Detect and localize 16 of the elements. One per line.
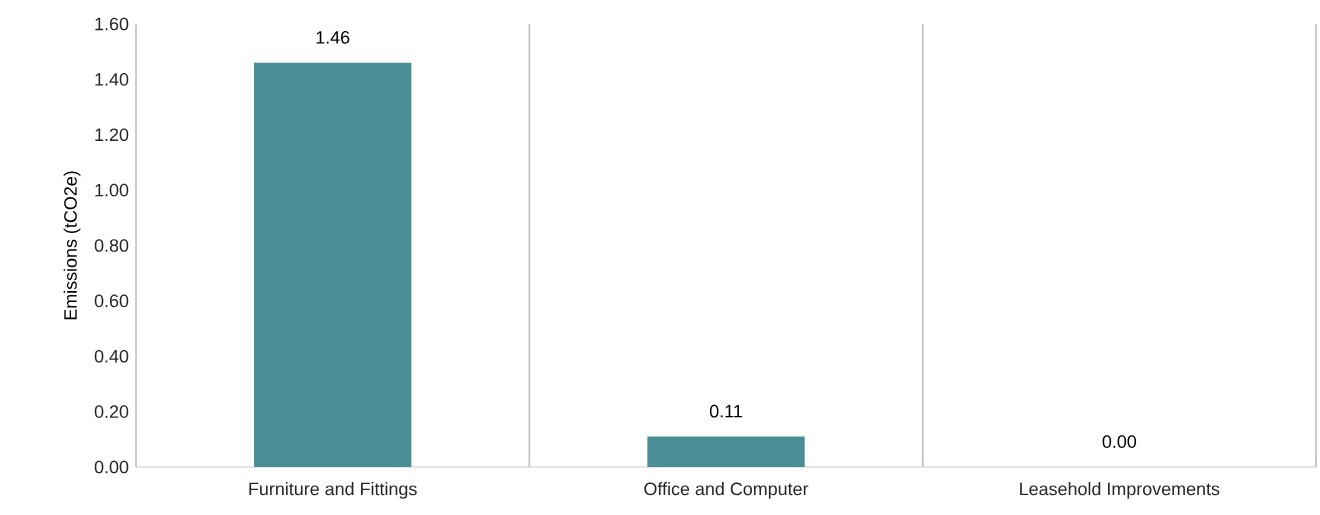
y-tick-label: 1.60 xyxy=(95,17,129,31)
y-tick-label: 0.00 xyxy=(94,460,129,474)
y-tick-label: 1.00 xyxy=(95,183,129,197)
y-tick-label: 0.60 xyxy=(94,294,129,308)
y-tick-label: 0.40 xyxy=(94,349,129,363)
y-tick-label: 1.20 xyxy=(95,128,129,142)
y-tick-label: 0.80 xyxy=(94,239,129,252)
y-tick-label: 0.20 xyxy=(94,405,129,418)
data-label: 0.11 xyxy=(709,404,742,418)
x-tick-label: Office and Computer xyxy=(644,482,809,499)
x-tick-label: Furniture and Fittings xyxy=(249,482,417,499)
y-tick-label: 1.40 xyxy=(95,73,129,86)
x-tick-label: Leasehold Improvements xyxy=(1020,482,1220,499)
data-label: 1.46 xyxy=(316,31,350,44)
y-axis-title: Emissions (tCO2e) xyxy=(63,171,81,320)
data-label: 0.00 xyxy=(1102,435,1137,448)
